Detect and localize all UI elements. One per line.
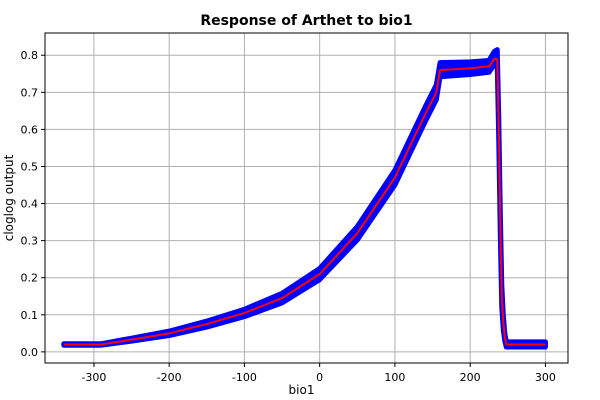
mean-response-line (63, 57, 546, 346)
y-tick-label: 0.0 (21, 346, 39, 359)
x-tick-label: 200 (460, 371, 481, 384)
y-tick-label: 0.6 (21, 123, 39, 136)
y-tick-label: 0.8 (21, 49, 39, 62)
x-axis-label: bio1 (289, 383, 315, 397)
y-tick-label: 0.3 (21, 235, 39, 248)
confidence-band-area (61, 47, 548, 350)
y-tick-label: 0.2 (21, 272, 39, 285)
y-tick-label: 0.5 (21, 160, 39, 173)
y-tick-label: 0.4 (21, 198, 39, 211)
y-tick-label: 0.1 (21, 309, 39, 322)
x-tick-label: 100 (384, 371, 405, 384)
x-tick-label: -100 (232, 371, 257, 384)
y-tick-label: 0.7 (21, 86, 39, 99)
chart-title: Response of Arthet to bio1 (200, 13, 412, 29)
mean-line (63, 57, 546, 346)
ticks: -300 -200 -100 0 100 200 300 0.0 0.1 0.2 0.3 0.4 0.5… (21, 49, 556, 384)
confidence-band (61, 47, 548, 350)
plot-frame (44, 32, 569, 364)
x-tick-label: -300 (81, 371, 106, 384)
x-tick-label: -200 (157, 371, 182, 384)
x-tick-label: 300 (535, 371, 556, 384)
x-tick-label: 0 (316, 371, 323, 384)
y-axis-label: cloglog output (2, 154, 16, 241)
